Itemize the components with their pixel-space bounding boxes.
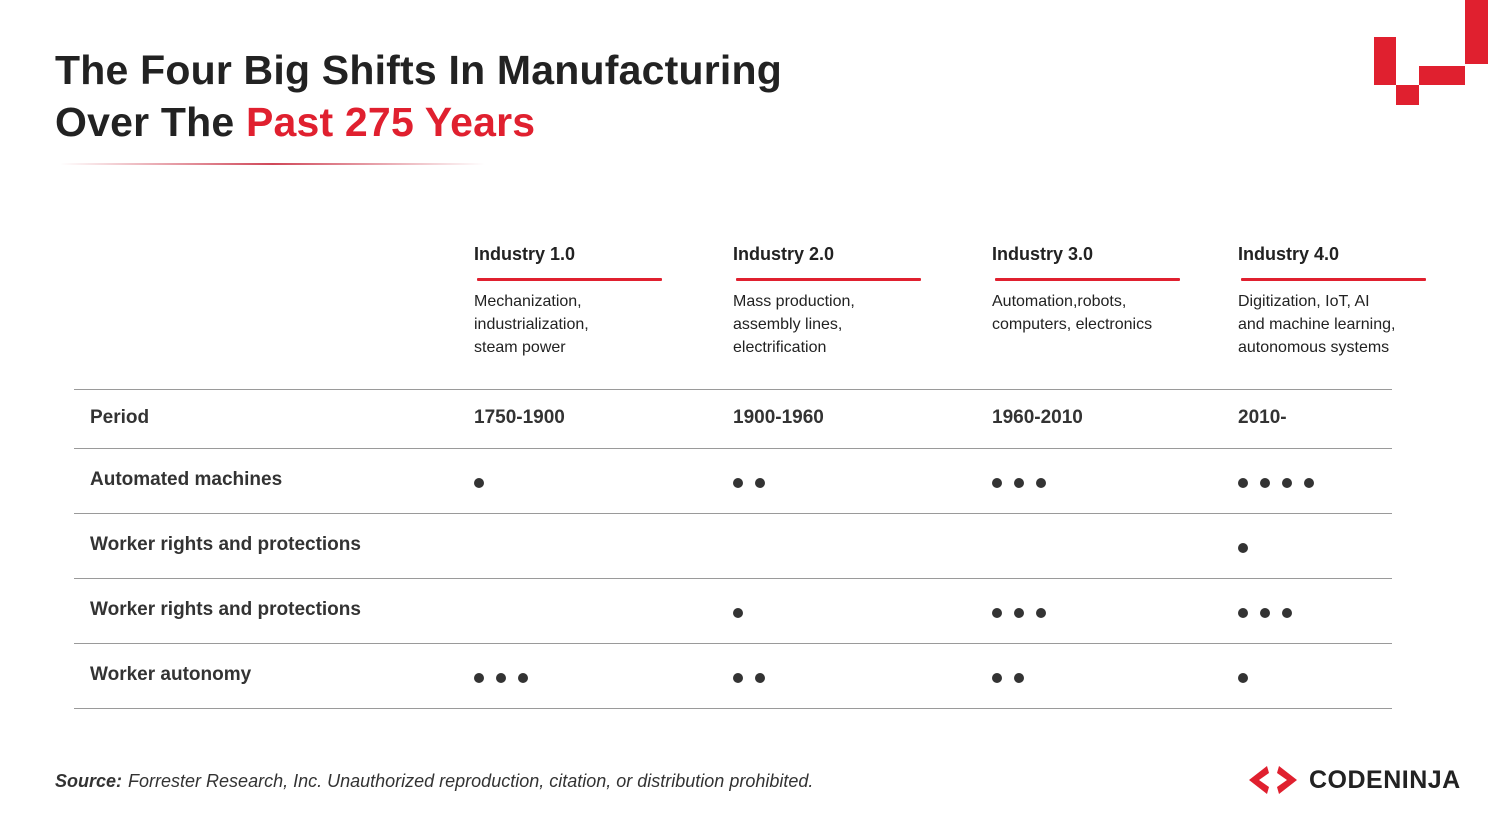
- source-label: Source:: [55, 771, 123, 791]
- table-row: Period 1750-1900 1900-1960 1960-2010 2010-: [74, 389, 1392, 448]
- rating-dot: [1036, 607, 1046, 618]
- rating-dot: [1238, 607, 1248, 618]
- column-name: Industry 4.0: [1238, 244, 1340, 264]
- rating-dot: [474, 477, 484, 488]
- table-row: Worker rights and protections: [74, 513, 1392, 578]
- column-header: Industry 1.0 Mechanization, industrializa…: [474, 244, 664, 359]
- table-cell: 1750-1900: [474, 406, 565, 428]
- row-label: Automated machines: [90, 468, 283, 490]
- rating-dot: [733, 477, 743, 488]
- rating-dot: [1014, 477, 1024, 488]
- row-divider: [74, 578, 1392, 579]
- table-cell: [992, 607, 1046, 618]
- row-divider: [74, 643, 1392, 644]
- column-description: Mechanization, industrialization, steam …: [474, 293, 589, 356]
- table-cell: [1238, 672, 1248, 683]
- row-label: Worker autonomy: [90, 663, 252, 685]
- row-label: Worker rights and protections: [90, 533, 361, 555]
- brackets-logo-icon: [1249, 766, 1297, 794]
- title-prefix: Over The: [55, 99, 246, 145]
- table-cell: [1238, 542, 1248, 553]
- table-cell: [1238, 477, 1314, 488]
- title-accent: Past 275 Years: [245, 99, 536, 145]
- rating-dot: [755, 477, 765, 488]
- title-divider: [60, 163, 485, 165]
- table-cell: 1900-1960: [733, 406, 824, 428]
- rating-dot: [733, 672, 743, 683]
- column-name: Industry 2.0: [733, 244, 835, 264]
- row-divider: [74, 448, 1392, 449]
- column-underline: [477, 278, 662, 281]
- row-label: Period: [90, 406, 150, 428]
- table-cell: [474, 672, 528, 683]
- rating-dot: [992, 477, 1002, 488]
- column-header: Industry 4.0 Digitization, IoT, AI and ma…: [1238, 244, 1428, 359]
- table-row: Automated machines: [74, 448, 1392, 513]
- rating-dot: [518, 672, 528, 683]
- column-name: Industry 1.0: [474, 244, 576, 264]
- column-description: Mass production, assembly lines, electri…: [733, 293, 855, 356]
- rating-dot: [1238, 477, 1248, 488]
- logo-wordmark: CODENINJA: [1309, 765, 1461, 794]
- table-row: Worker autonomy: [74, 643, 1392, 708]
- rating-dot: [755, 672, 765, 683]
- rating-dot: [474, 672, 484, 683]
- table-cell: [733, 672, 765, 683]
- table-row: Worker rights and protections: [74, 578, 1392, 643]
- rating-dot: [733, 607, 743, 618]
- row-divider: [74, 389, 1392, 390]
- rating-dot: [1238, 542, 1248, 553]
- title-line-1: The Four Big Shifts In Manufacturing: [55, 47, 782, 93]
- row-divider: [74, 708, 1392, 709]
- rating-dot: [992, 607, 1002, 618]
- table-cell: [992, 672, 1024, 683]
- column-underline: [995, 278, 1180, 281]
- row-label: Worker rights and protections: [90, 598, 361, 620]
- rating-dot: [1304, 477, 1314, 488]
- table-cell: [474, 477, 484, 488]
- rating-dot: [992, 672, 1002, 683]
- rating-dot: [1282, 477, 1292, 488]
- column-underline: [736, 278, 921, 281]
- page-title: The Four Big Shifts In Manufacturing Ove…: [55, 44, 782, 148]
- rating-dot: [1036, 477, 1046, 488]
- column-underline: [1241, 278, 1426, 281]
- rating-dot: [1014, 607, 1024, 618]
- table-cell: 2010-: [1238, 406, 1287, 428]
- rating-dot: [1282, 607, 1292, 618]
- rating-dot: [1260, 607, 1270, 618]
- table-cell: 1960-2010: [992, 406, 1083, 428]
- table-cell: [733, 607, 743, 618]
- rating-dot: [496, 672, 506, 683]
- source-text: Forrester Research, Inc. Unauthorized re…: [128, 771, 814, 791]
- table-cell: [992, 477, 1046, 488]
- column-header: Industry 3.0 Automation,robots, computers…: [992, 244, 1182, 336]
- rating-dot: [1260, 477, 1270, 488]
- rating-dot: [1238, 672, 1248, 683]
- table-cell: [733, 477, 765, 488]
- source-note: Source: Forrester Research, Inc. Unauthor…: [55, 771, 813, 792]
- column-name: Industry 3.0: [992, 244, 1094, 264]
- column-description: Digitization, IoT, AI and machine learni…: [1238, 293, 1396, 356]
- column-header: Industry 2.0 Mass production, assembly li…: [733, 244, 923, 359]
- row-divider: [74, 513, 1392, 514]
- column-description: Automation,robots, computers, electronic…: [992, 293, 1153, 333]
- title-line-2: Over The Past 275 Years: [55, 96, 782, 148]
- codeninja-logo: CODENINJA: [1245, 765, 1461, 795]
- table-cell: [1238, 607, 1292, 618]
- rating-dot: [1014, 672, 1024, 683]
